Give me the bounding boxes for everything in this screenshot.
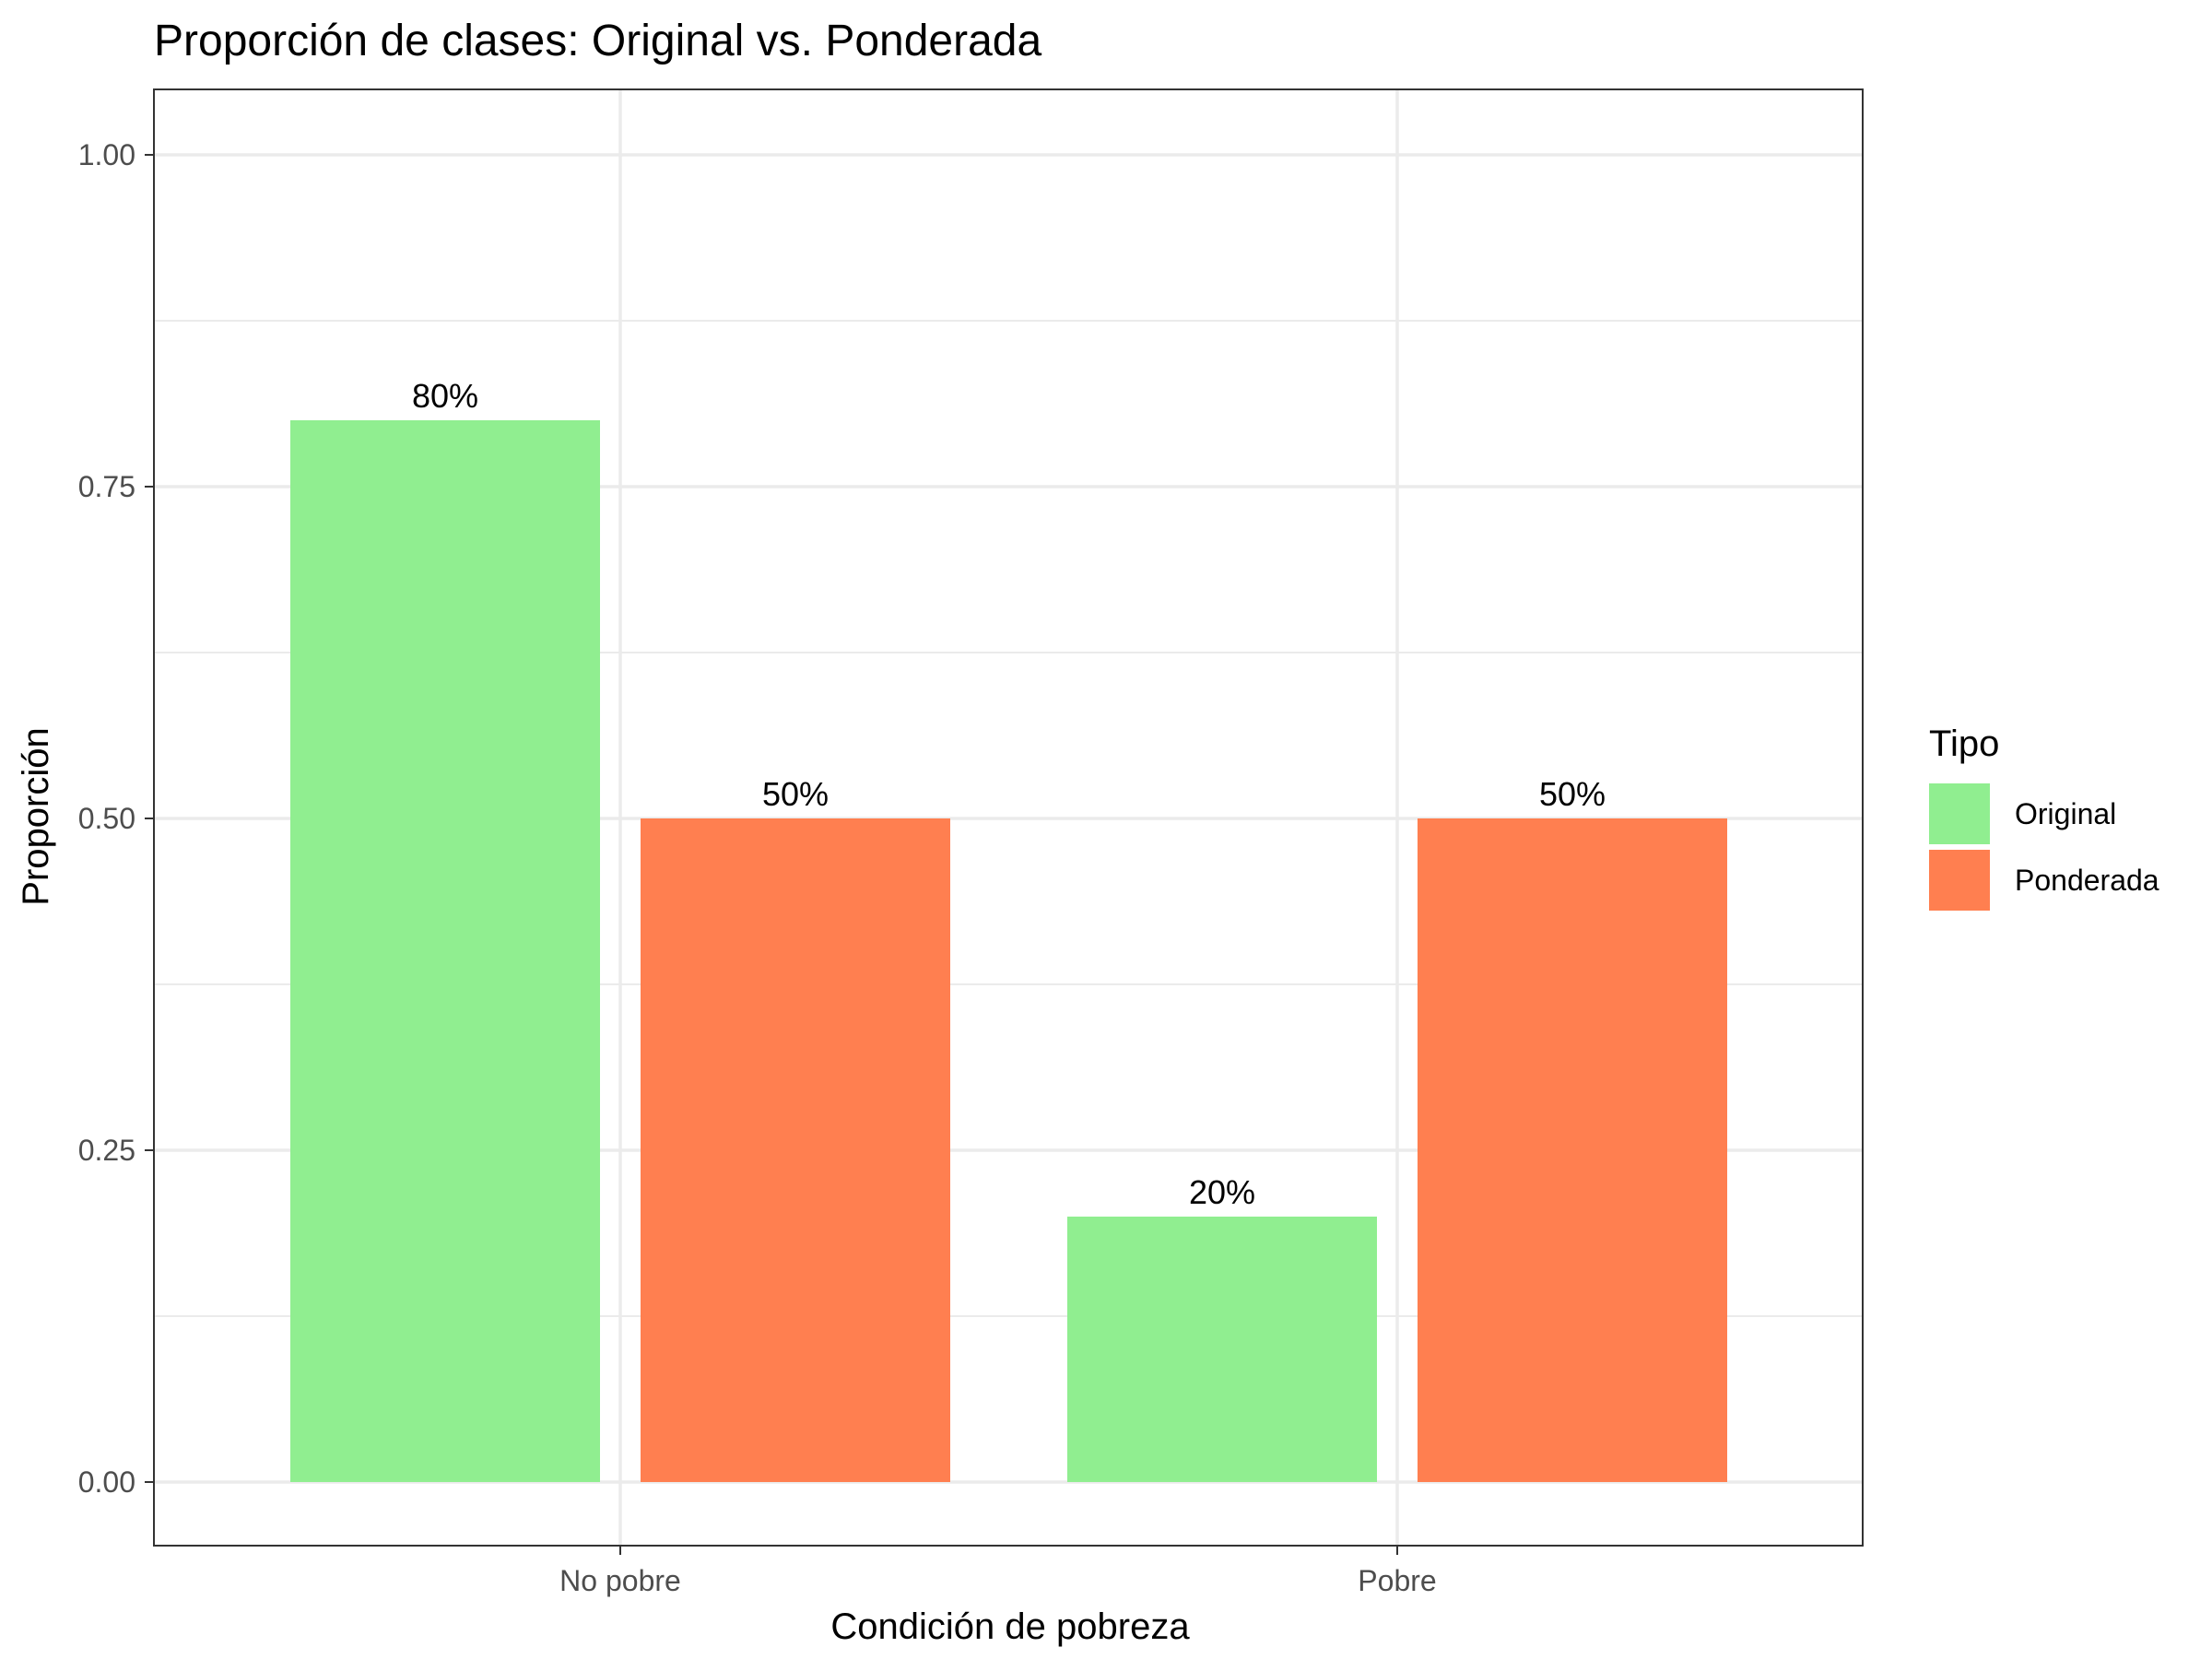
x-tick-label: Pobre [1358, 1564, 1436, 1597]
y-tick-label: 0.50 [78, 802, 135, 835]
data-label: 20% [1189, 1173, 1255, 1211]
x-axis-title: Condición de pobreza [830, 1606, 1190, 1647]
legend-label-original: Original [2015, 797, 2116, 830]
legend-label-ponderada: Ponderada [2015, 864, 2159, 897]
y-tick-label: 0.00 [78, 1465, 135, 1499]
data-label: 80% [412, 377, 478, 415]
legend-key-original [1929, 783, 1990, 844]
y-tick-label: 1.00 [78, 138, 135, 171]
legend-title: Tipo [1929, 724, 1999, 764]
plot-area: 80% 20% 50% 50% 0.00 0.25 0.50 0.75 1.00 No pobre… [78, 88, 1864, 1597]
y-axis-title: Proporción [16, 727, 56, 905]
bar-ponderada-pobre [1418, 818, 1727, 1482]
legend-key-ponderada [1929, 850, 1990, 911]
data-label: 50% [1539, 775, 1606, 813]
bar-original-no-pobre [290, 420, 600, 1482]
x-tick-label: No pobre [559, 1564, 681, 1597]
y-tick-label: 0.25 [78, 1134, 135, 1167]
legend: Tipo Original Ponderada [1929, 724, 2159, 911]
chart-title: Proporción de clases: Original vs. Ponde… [154, 17, 1041, 65]
bar-ponderada-no-pobre [641, 818, 950, 1482]
y-tick-label: 0.75 [78, 470, 135, 503]
data-label: 50% [762, 775, 829, 813]
bar-original-pobre [1067, 1217, 1377, 1482]
